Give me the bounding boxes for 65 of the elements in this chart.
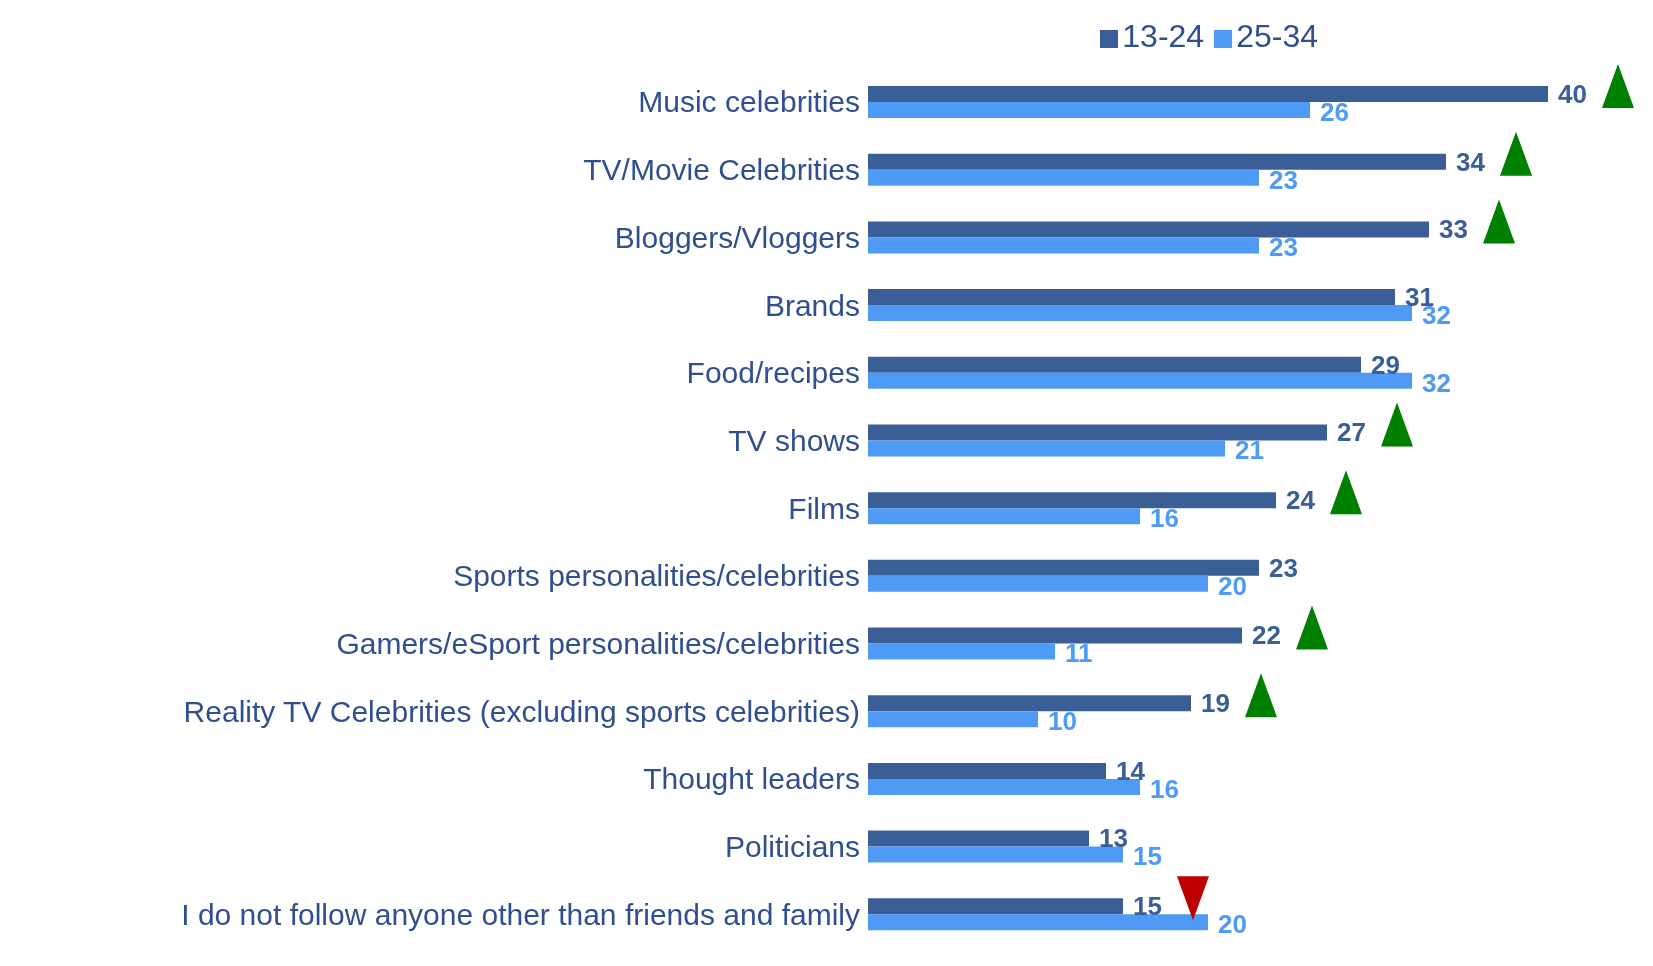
bar [868,695,1191,712]
bar [868,492,1276,509]
y-tick-label: Thought leaders [643,762,860,796]
bar [868,627,1242,644]
data-label: 21 [1235,435,1264,466]
legend-label: 25-34 [1236,18,1318,54]
y-tick-label: I do not follow anyone other than friends and family [181,897,860,931]
data-label: 27 [1337,417,1366,448]
data-label: 15 [1133,841,1162,872]
data-label: 14 [1116,755,1146,786]
y-tick-label: TV shows [728,423,860,457]
data-label: 23 [1269,552,1298,583]
y-tick-label: Sports personalities/celebrities [453,559,860,593]
bar [868,711,1038,728]
data-label: 16 [1150,773,1179,804]
data-label: 23 [1269,232,1298,263]
bar [868,169,1259,186]
data-label: 20 [1218,909,1247,940]
bar [868,356,1361,373]
bar [868,289,1395,306]
bar [868,153,1446,170]
data-label: 23 [1269,164,1298,195]
data-label: 40 [1558,78,1587,109]
y-tick-label: Music celebrities [638,85,860,119]
bar [868,440,1225,457]
y-tick-label: Films [788,491,860,525]
data-label: 20 [1218,570,1247,601]
bar [868,424,1327,441]
bar [868,830,1089,847]
bar [868,575,1208,592]
y-tick-label: Brands [764,288,860,322]
bar [868,508,1140,525]
bar [868,305,1412,322]
data-label: 15 [1133,891,1162,922]
data-label: 32 [1422,367,1451,398]
data-label: 13 [1099,823,1128,854]
bar [868,237,1259,254]
data-label: 34 [1456,146,1486,177]
y-tick-label: Gamers/eSport personalities/celebrities [336,627,860,661]
bar [868,762,1106,779]
data-label: 19 [1201,688,1230,719]
bar [868,559,1259,576]
data-label: 33 [1439,214,1468,245]
bar [868,221,1429,238]
bar [868,86,1548,102]
bar [868,898,1123,915]
data-label: 10 [1048,706,1077,737]
y-tick-label: Reality TV Celebrities (excluding sports celebrities) [183,694,860,728]
bar [868,102,1310,118]
y-tick-label: Food/recipes [686,356,860,390]
bar [868,778,1140,795]
data-label: 26 [1320,96,1349,127]
bar [868,914,1208,931]
bar [868,372,1412,389]
data-label: 22 [1252,620,1281,651]
data-label: 29 [1371,349,1400,380]
legend-label: 13-24 [1122,18,1205,54]
y-tick-label: Politicians [724,830,860,864]
data-label: 24 [1286,485,1316,516]
bar [868,643,1055,660]
y-tick-label: TV/Movie Celebrities [583,153,860,187]
data-label: 16 [1150,503,1179,534]
y-tick-label: Bloggers/Vloggers [614,220,860,254]
bar [868,846,1123,863]
data-label: 11 [1065,638,1093,669]
